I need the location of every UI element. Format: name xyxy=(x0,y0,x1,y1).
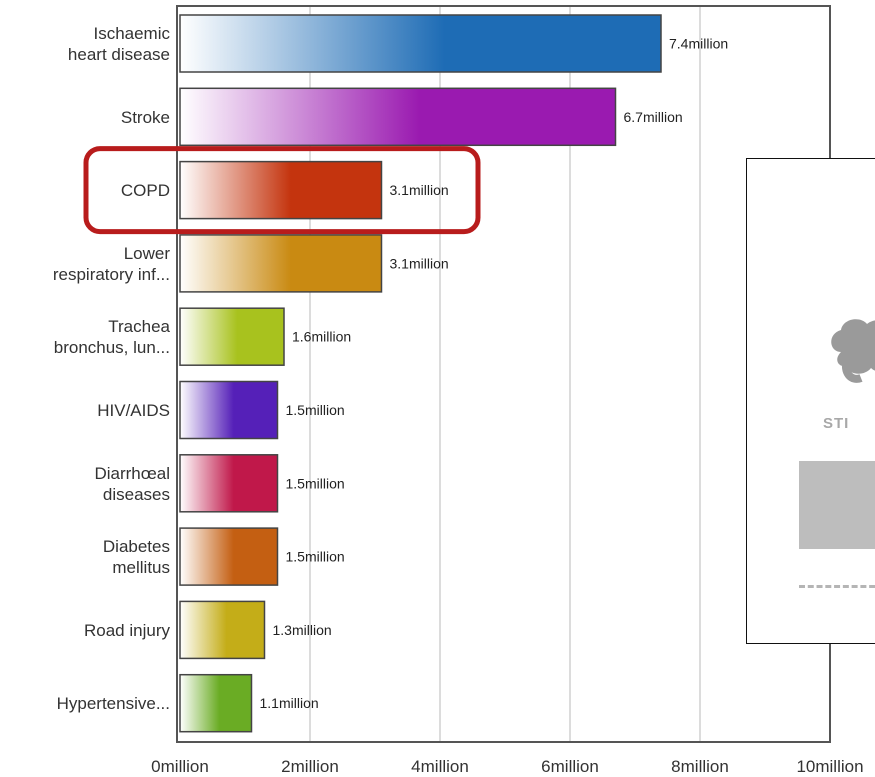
value-label-2: 3.1million xyxy=(390,182,449,198)
value-label-7: 1.5million xyxy=(286,549,345,565)
bar-3[interactable] xyxy=(179,234,383,293)
popup-image-placeholder xyxy=(799,461,875,549)
x-tick-label: 2million xyxy=(281,757,339,776)
value-label-3: 3.1million xyxy=(390,255,449,271)
popup-dashed-divider xyxy=(799,585,875,588)
category-label-2: COPD xyxy=(121,181,170,200)
bar-6[interactable] xyxy=(179,454,279,513)
value-label-1: 6.7million xyxy=(624,109,683,125)
category-label-9: Hypertensive... xyxy=(57,694,170,713)
category-labels: Ischaemic heart disease Stroke COPD Lower res… xyxy=(53,24,171,713)
bar-7[interactable] xyxy=(179,527,279,586)
bar-9[interactable] xyxy=(179,673,253,733)
x-tick-label: 4million xyxy=(411,757,469,776)
bar-1[interactable] xyxy=(179,87,617,147)
bars xyxy=(179,14,662,733)
value-label-0: 7.4million xyxy=(669,36,728,52)
x-tick-label: 0million xyxy=(151,757,209,776)
x-tick-label: 6million xyxy=(541,757,599,776)
bar-0[interactable] xyxy=(179,14,662,73)
category-label-6: Diarrhœal diseases xyxy=(94,464,170,504)
value-label-6: 1.5million xyxy=(286,475,345,491)
value-labels: 7.4million 6.7million 3.1million 3.1million… xyxy=(260,36,729,712)
bar-2[interactable] xyxy=(179,160,383,220)
category-label-7: Diabetes mellitus xyxy=(103,537,170,577)
value-label-8: 1.3million xyxy=(273,622,332,638)
category-label-8: Road injury xyxy=(84,621,170,640)
bar-8[interactable] xyxy=(179,600,266,660)
category-label-1: Stroke xyxy=(121,108,170,127)
category-label-4: Trachea bronchus, lun... xyxy=(54,317,171,357)
x-tick-label: 8million xyxy=(671,757,729,776)
category-label-5: HIV/AIDS xyxy=(97,401,170,420)
bar-4[interactable] xyxy=(179,307,285,366)
x-tick-label: 10million xyxy=(796,757,863,776)
value-label-9: 1.1million xyxy=(260,695,319,711)
copd-highlight-box xyxy=(83,146,481,235)
popup-title: STI xyxy=(823,415,850,432)
category-label-0: Ischaemic heart disease xyxy=(68,24,171,64)
value-label-4: 1.6million xyxy=(292,329,351,345)
tooltip-panel: STI xyxy=(746,158,875,644)
x-tick-labels: 0million 2million 4million 6million 8million… xyxy=(151,757,863,776)
category-label-3: Lower respiratory inf... xyxy=(53,244,170,284)
brain-icon xyxy=(831,319,875,383)
bar-5[interactable] xyxy=(179,380,279,440)
value-label-5: 1.5million xyxy=(286,402,345,418)
